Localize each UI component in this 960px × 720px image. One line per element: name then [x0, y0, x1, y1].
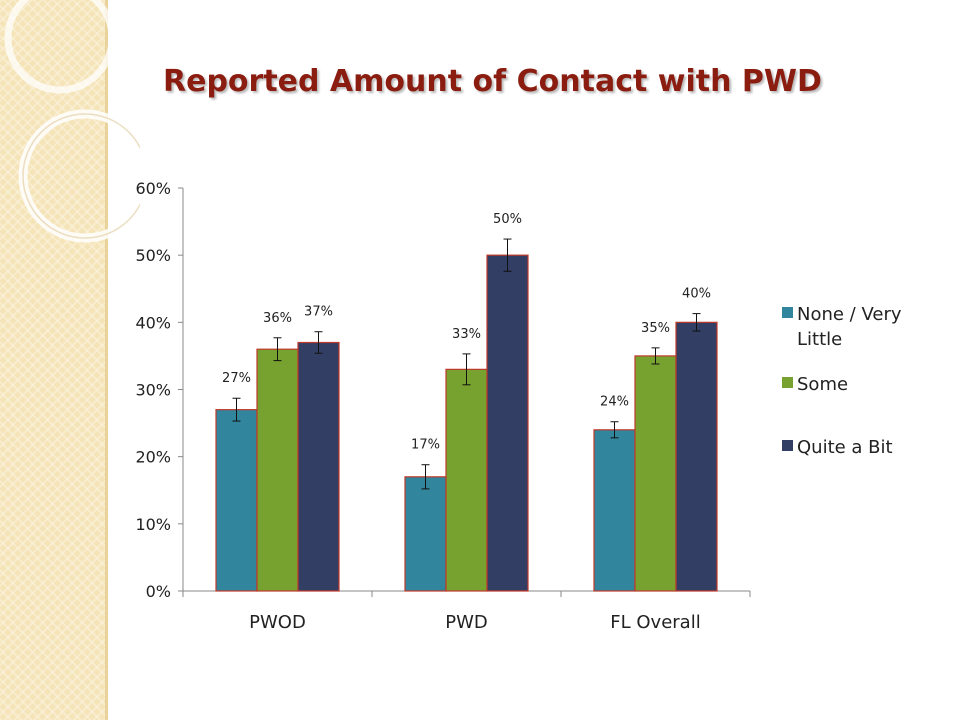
bar — [256, 348, 299, 592]
legend-label: Some — [797, 374, 849, 395]
bar — [215, 409, 258, 592]
y-tick-label: 10% — [135, 515, 171, 534]
y-tick-label: 30% — [135, 381, 171, 400]
data-label: 35% — [641, 321, 670, 336]
data-label: 50% — [493, 212, 522, 227]
legend-swatch — [782, 440, 793, 451]
y-tick-label: 50% — [135, 246, 171, 265]
bar — [404, 476, 447, 592]
y-tick-label: 60% — [135, 179, 171, 198]
x-category-label: PWD — [445, 612, 488, 633]
x-category-label: PWOD — [249, 612, 306, 633]
bar — [445, 368, 488, 592]
data-label: 17% — [411, 438, 440, 453]
y-tick-label: 0% — [146, 582, 171, 601]
y-tick-label: 20% — [135, 448, 171, 467]
data-label: 37% — [304, 305, 333, 320]
decorative-circles — [4, 0, 140, 243]
bar — [593, 429, 636, 592]
bar — [297, 341, 340, 592]
slide-title: Reported Amount of Contact with PWD — [163, 64, 822, 99]
bar — [486, 254, 529, 592]
data-label: 40% — [682, 287, 711, 302]
x-category-label: FL Overall — [610, 612, 700, 633]
legend-label: None / Very Little — [797, 304, 902, 350]
bar — [634, 355, 677, 592]
side-band-edge — [105, 0, 108, 720]
legend-swatch — [782, 377, 793, 388]
data-label: 27% — [222, 371, 251, 386]
legend-label: Quite a Bit — [797, 437, 893, 458]
data-label: 36% — [263, 311, 292, 326]
bar — [675, 321, 718, 592]
legend-swatch — [782, 307, 793, 318]
data-label: 24% — [600, 395, 629, 410]
y-tick-label: 40% — [135, 313, 171, 332]
data-label: 33% — [452, 327, 481, 342]
